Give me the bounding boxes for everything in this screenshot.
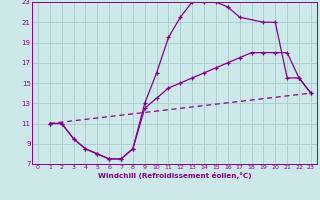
X-axis label: Windchill (Refroidissement éolien,°C): Windchill (Refroidissement éolien,°C): [98, 172, 251, 179]
